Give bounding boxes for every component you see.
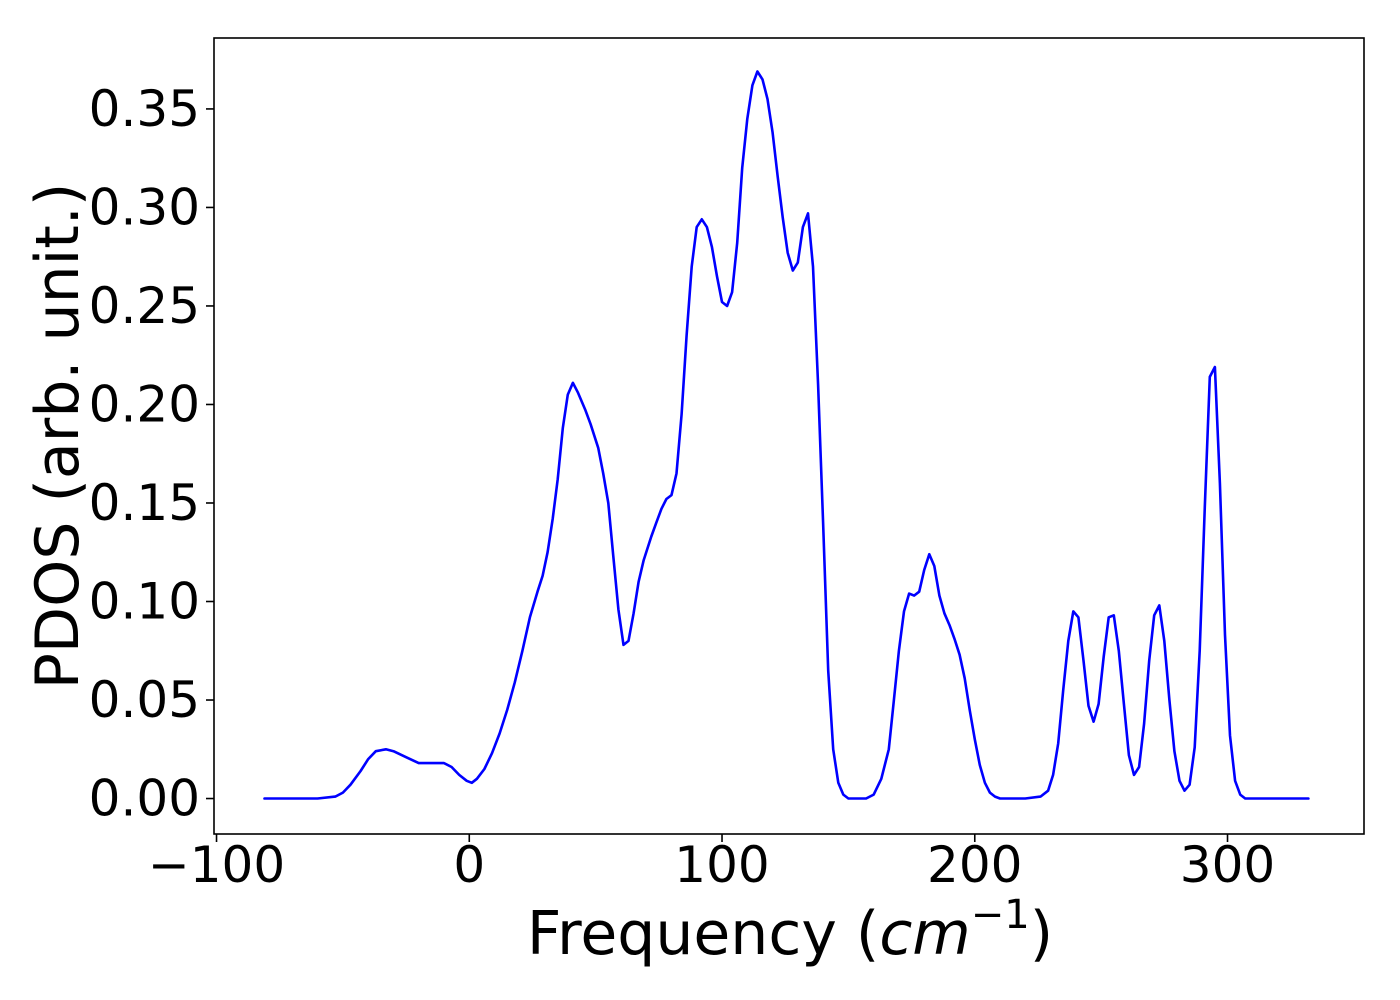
x-axis-label: Frequency (cm−1) <box>527 892 1053 969</box>
plot-area <box>213 37 1365 835</box>
y-tick-label: 0.05 <box>89 671 200 729</box>
y-tick-label: 0.35 <box>89 80 200 138</box>
y-tick-label: 0.10 <box>89 573 200 631</box>
x-axis-ticks: −100 0 100 200 300 <box>148 834 1275 894</box>
x-axis-label-unit: cm <box>879 899 970 969</box>
y-tick-label: 0.20 <box>89 375 200 433</box>
y-tick-label: 0.15 <box>89 474 200 532</box>
y-axis-ticks: 0.00 0.05 0.10 0.15 0.20 0.25 0.30 0.35 <box>89 80 214 828</box>
x-tick-label: 200 <box>927 836 1022 894</box>
x-tick-label: 0 <box>453 836 485 894</box>
series-line-0 <box>263 70 1310 800</box>
x-axis-label-text: Frequency ( <box>527 899 879 969</box>
y-axis-label: PDOS (arb. unit.) <box>23 183 93 690</box>
x-tick-label: 100 <box>674 836 769 894</box>
y-tick-label: 0.00 <box>89 770 200 828</box>
y-tick-label: 0.25 <box>89 277 200 335</box>
x-tick-label: 300 <box>1180 836 1275 894</box>
x-axis-label-close: ) <box>1030 899 1053 969</box>
y-tick-label: 0.30 <box>89 178 200 236</box>
x-axis-label-exponent: −1 <box>971 892 1030 938</box>
x-tick-label: −100 <box>148 836 285 894</box>
series-group <box>263 70 1310 800</box>
